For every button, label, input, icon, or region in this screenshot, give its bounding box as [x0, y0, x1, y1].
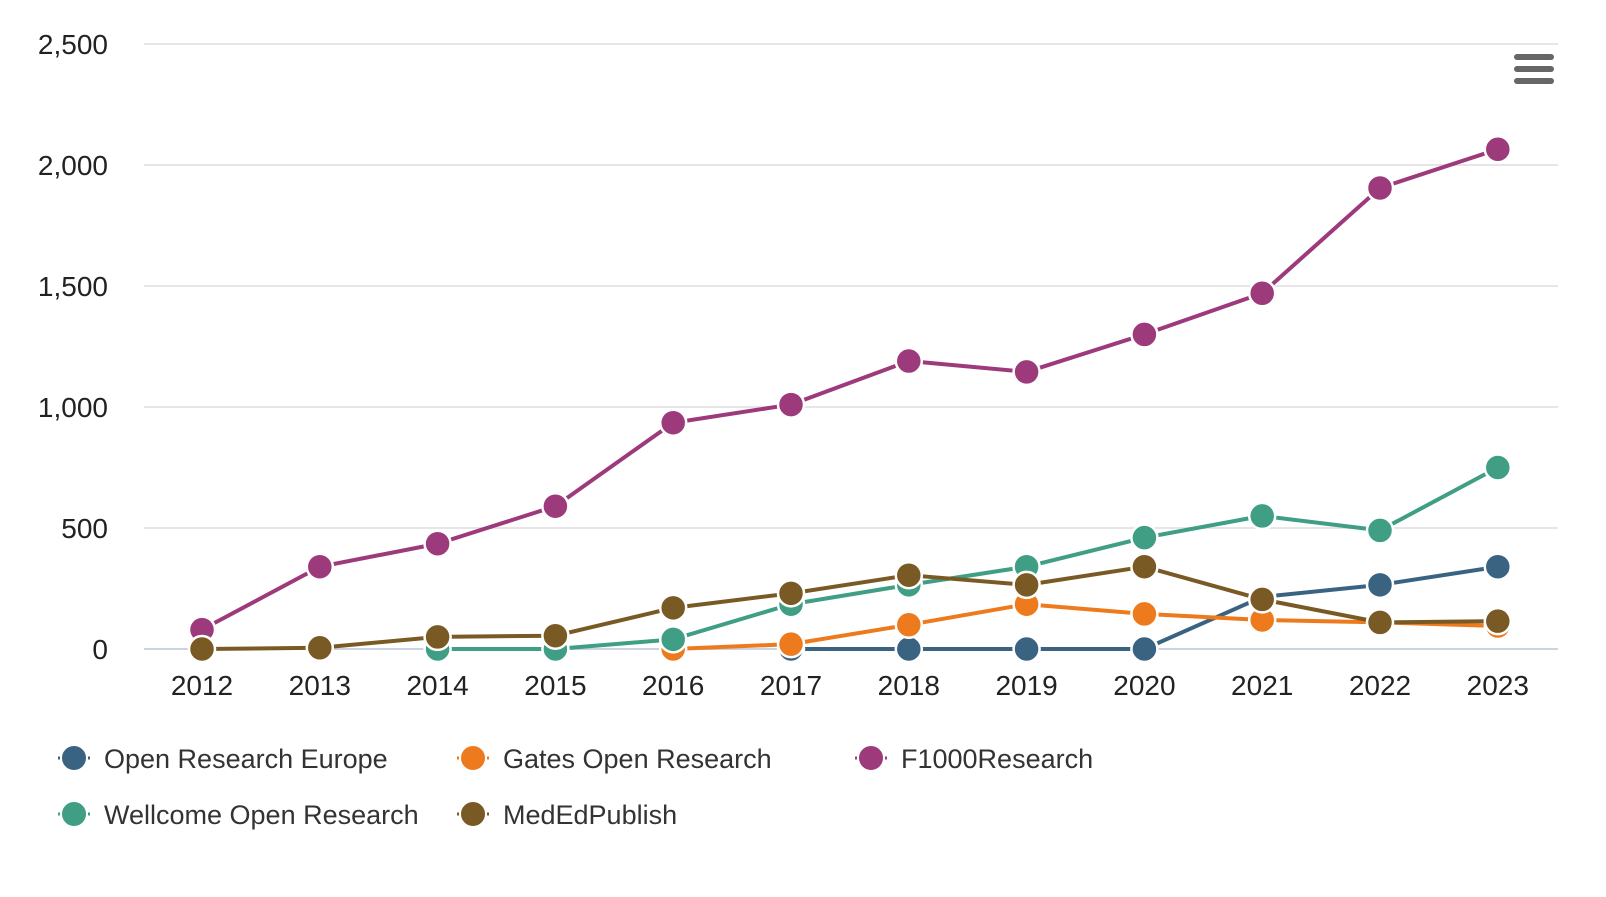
legend-item-4[interactable]: MedEdPublish: [457, 800, 677, 830]
legend-item-0[interactable]: Open Research Europe: [58, 744, 388, 774]
y-axis: 0 500 1,000 1,500 2,000 2,500: [38, 29, 108, 665]
legend-item-3[interactable]: Wellcome Open Research: [58, 800, 419, 830]
legend-marker: [60, 744, 88, 772]
series-line: [200, 147, 1500, 632]
data-point[interactable]: [1012, 634, 1041, 664]
data-point[interactable]: [658, 593, 688, 623]
y-tick-label: 2,500: [38, 29, 108, 60]
data-point[interactable]: [541, 491, 570, 521]
data-point[interactable]: [1483, 606, 1513, 636]
data-point[interactable]: [1130, 552, 1159, 581]
data-point[interactable]: [776, 629, 806, 659]
grid-lines: [144, 43, 1558, 650]
legend-label: Open Research Europe: [104, 744, 388, 774]
legend: Open Research Europe Gates Open Research F…: [58, 744, 1093, 830]
series-4: [187, 552, 1513, 664]
data-point[interactable]: [1483, 552, 1513, 581]
data-point[interactable]: [1012, 357, 1041, 387]
data-point[interactable]: [1247, 501, 1277, 531]
data-point[interactable]: [1130, 523, 1159, 552]
data-point[interactable]: [423, 529, 452, 558]
legend-label: MedEdPublish: [503, 800, 677, 830]
legend-marker: [60, 800, 88, 828]
data-point[interactable]: [658, 625, 688, 654]
data-point[interactable]: [1130, 320, 1159, 349]
data-point[interactable]: [305, 633, 335, 663]
data-point[interactable]: [1365, 516, 1395, 545]
data-point[interactable]: [541, 621, 570, 650]
data-point[interactable]: [894, 610, 924, 640]
data-point[interactable]: [894, 346, 924, 376]
legend-marker: [459, 744, 487, 772]
data-point[interactable]: [776, 579, 806, 608]
data-point[interactable]: [187, 634, 217, 664]
data-point[interactable]: [1012, 570, 1041, 600]
legend-item-2[interactable]: F1000Research: [855, 744, 1093, 774]
y-tick-label: 500: [61, 513, 108, 544]
data-point[interactable]: [894, 634, 924, 664]
data-point[interactable]: [1130, 634, 1159, 664]
x-tick-label: 2023: [1467, 670, 1529, 701]
series-2: [187, 135, 1513, 644]
x-tick-label: 2013: [289, 670, 351, 701]
series-line: [671, 602, 1500, 651]
data-point[interactable]: [305, 552, 335, 581]
x-tick-label: 2012: [171, 670, 233, 701]
x-tick-label: 2014: [406, 670, 468, 701]
x-tick-label: 2015: [524, 670, 586, 701]
legend-label: Wellcome Open Research: [104, 800, 419, 830]
legend-label: Gates Open Research: [503, 744, 772, 774]
data-point[interactable]: [1247, 279, 1277, 308]
data-point[interactable]: [894, 560, 924, 590]
legend-marker: [459, 800, 487, 828]
x-tick-label: 2019: [995, 670, 1057, 701]
x-tick-label: 2017: [760, 670, 822, 701]
data-point[interactable]: [423, 622, 452, 652]
y-tick-label: 1,000: [38, 392, 108, 423]
series-line: [435, 465, 1500, 651]
series-group: [187, 135, 1513, 664]
data-point[interactable]: [1365, 570, 1395, 600]
y-tick-label: 2,000: [38, 150, 108, 181]
x-axis: 2012 2013 2014 2015 2016 2017 2018 2019 2020 2021…: [171, 670, 1529, 701]
series-line: [200, 564, 1500, 651]
data-point[interactable]: [1365, 608, 1395, 637]
x-tick-label: 2016: [642, 670, 704, 701]
data-point[interactable]: [1483, 135, 1513, 164]
legend-label: F1000Research: [901, 744, 1093, 774]
x-tick-label: 2018: [878, 670, 940, 701]
y-tick-label: 1,500: [38, 271, 108, 302]
x-tick-label: 2022: [1349, 670, 1411, 701]
legend-item-1[interactable]: Gates Open Research: [457, 744, 772, 774]
x-tick-label: 2020: [1113, 670, 1175, 701]
legend-marker: [857, 744, 885, 772]
data-point[interactable]: [1130, 599, 1159, 629]
data-point[interactable]: [776, 390, 806, 419]
data-point[interactable]: [1365, 173, 1395, 203]
data-point[interactable]: [658, 408, 688, 437]
hamburger-menu-icon[interactable]: [1508, 48, 1560, 92]
x-tick-label: 2021: [1231, 670, 1293, 701]
y-tick-label: 0: [92, 634, 108, 665]
data-point[interactable]: [1483, 453, 1513, 482]
data-point[interactable]: [1247, 585, 1277, 614]
